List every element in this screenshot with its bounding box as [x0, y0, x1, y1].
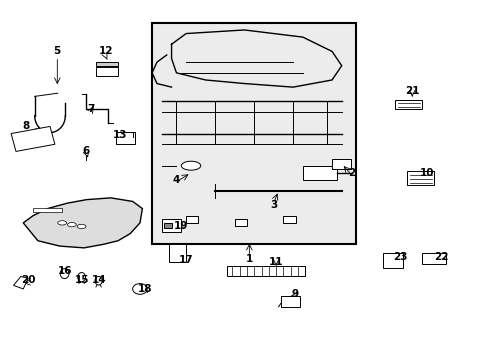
- Bar: [164, 223, 171, 228]
- Text: 16: 16: [57, 266, 72, 276]
- Ellipse shape: [58, 221, 66, 225]
- Bar: [186, 216, 198, 223]
- Text: 9: 9: [291, 289, 299, 299]
- Bar: [283, 216, 295, 223]
- Bar: [96, 67, 118, 76]
- Text: 1: 1: [245, 253, 252, 264]
- Bar: [162, 219, 181, 232]
- Bar: [281, 296, 300, 307]
- Text: 7: 7: [87, 104, 95, 113]
- Text: 14: 14: [91, 275, 106, 285]
- Text: 22: 22: [433, 252, 448, 262]
- Bar: [152, 23, 356, 244]
- Bar: [407, 171, 433, 185]
- Bar: [234, 219, 246, 226]
- Ellipse shape: [95, 276, 102, 285]
- Text: 8: 8: [22, 121, 29, 131]
- Bar: [169, 244, 186, 262]
- Text: 20: 20: [21, 275, 35, 285]
- Bar: [33, 208, 62, 212]
- Polygon shape: [14, 276, 28, 289]
- Text: 19: 19: [174, 221, 188, 231]
- Bar: [331, 158, 351, 169]
- Text: 17: 17: [179, 255, 193, 265]
- Circle shape: [132, 284, 147, 294]
- Text: 6: 6: [82, 147, 90, 157]
- Text: 15: 15: [74, 275, 89, 285]
- Polygon shape: [11, 126, 55, 152]
- Ellipse shape: [77, 224, 86, 229]
- Bar: [116, 132, 135, 144]
- Bar: [302, 166, 336, 180]
- Text: 3: 3: [269, 200, 277, 210]
- Bar: [96, 62, 118, 66]
- Text: 23: 23: [392, 252, 407, 262]
- Text: 11: 11: [268, 257, 283, 267]
- Text: 5: 5: [54, 46, 61, 57]
- Polygon shape: [23, 198, 142, 248]
- Ellipse shape: [67, 222, 76, 227]
- Bar: [227, 266, 305, 276]
- Text: 13: 13: [113, 130, 127, 140]
- Text: 12: 12: [99, 46, 113, 57]
- Text: 10: 10: [419, 168, 433, 178]
- Text: 4: 4: [172, 175, 180, 185]
- Bar: [394, 100, 421, 109]
- Ellipse shape: [78, 273, 85, 282]
- Ellipse shape: [181, 161, 201, 170]
- Text: 21: 21: [404, 86, 419, 96]
- Bar: [382, 253, 402, 267]
- Text: 18: 18: [137, 284, 152, 294]
- Bar: [421, 253, 446, 264]
- Text: 2: 2: [347, 168, 354, 178]
- Ellipse shape: [60, 269, 69, 279]
